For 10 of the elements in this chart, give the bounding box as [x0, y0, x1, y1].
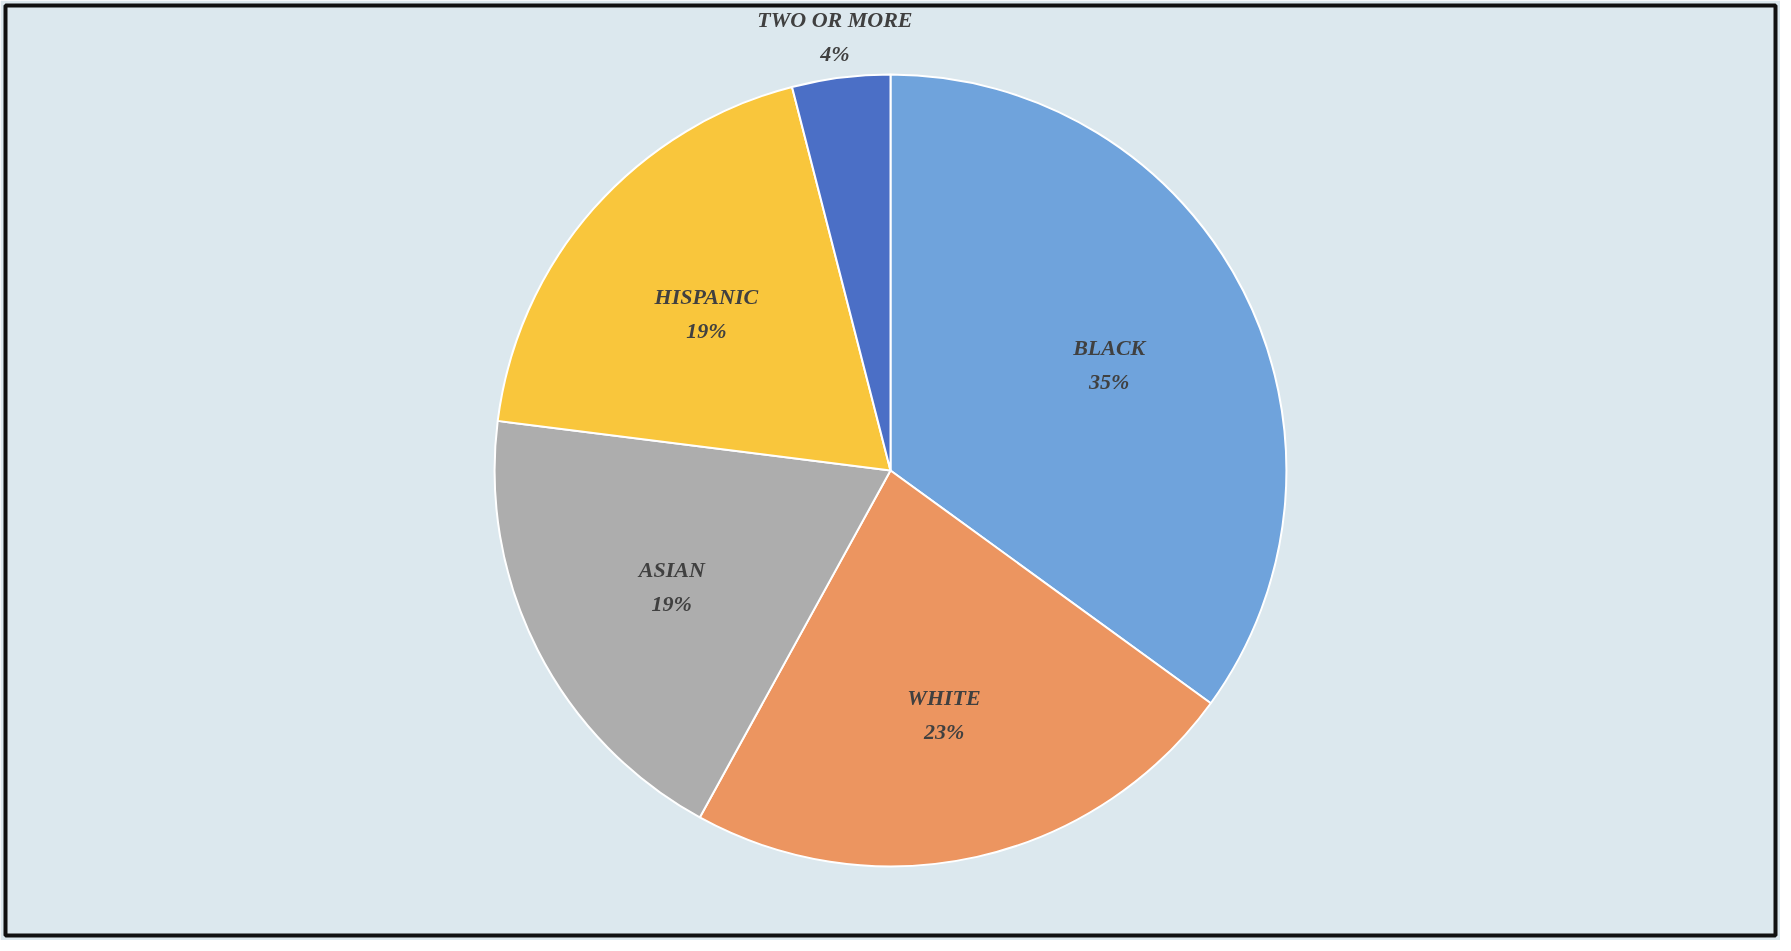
data-label: 19%: [651, 591, 692, 617]
data-label: 23%: [922, 719, 965, 745]
slice-label: TWO OR MORE: [757, 6, 913, 32]
data-label: 4%: [819, 40, 850, 66]
slice-label: WHITE: [907, 685, 981, 711]
slice-label: ASIAN: [636, 557, 706, 583]
data-label: 19%: [686, 317, 727, 343]
slice-label: HISPANIC: [653, 283, 759, 309]
data-label: 35%: [1088, 368, 1130, 394]
slice-label: BLACK: [1072, 334, 1147, 360]
